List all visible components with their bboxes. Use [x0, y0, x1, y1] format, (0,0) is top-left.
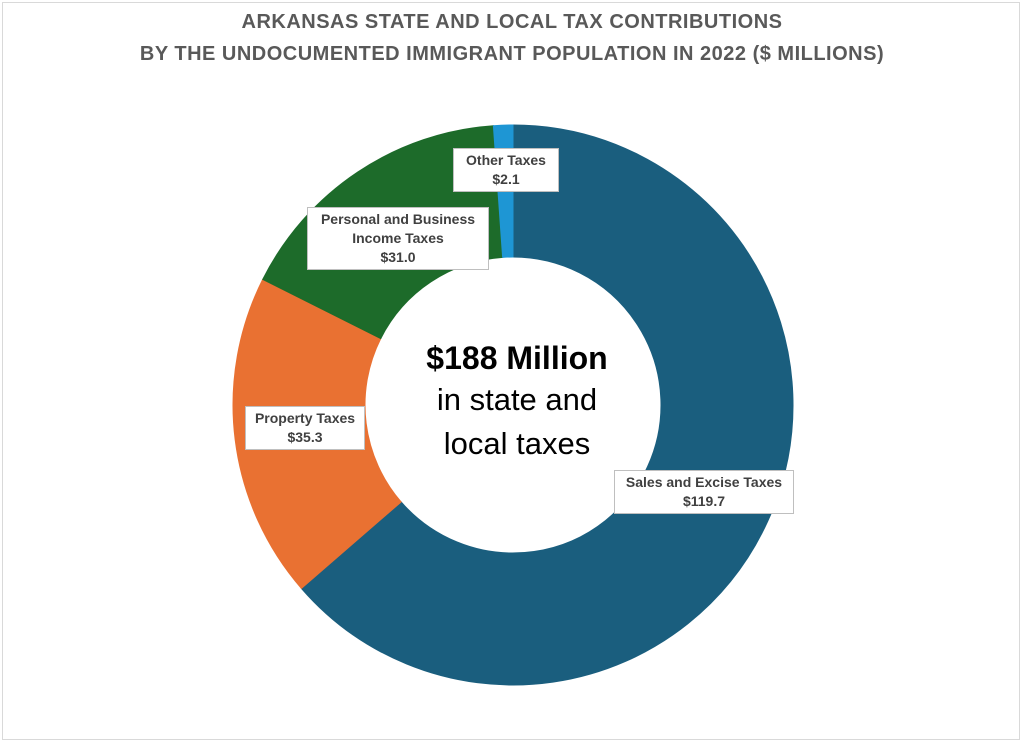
data-label-other-taxes-name: Other Taxes — [466, 152, 546, 168]
data-label-sales-taxes-value: $119.7 — [682, 493, 726, 509]
data-label-other-taxes-value: $2.1 — [492, 171, 520, 187]
data-label-income-taxes-name-2: Income Taxes — [352, 230, 444, 246]
donut-slice-sales-and-excise-taxes — [300, 124, 794, 686]
center-headline: $188 Million — [426, 340, 608, 376]
center-line-2: in state and — [436, 382, 598, 417]
center-total: $188 Million in state and local taxes — [412, 338, 622, 466]
data-label-property-taxes-name: Property Taxes — [254, 410, 356, 426]
data-label-sales-taxes: Sales and Excise Taxes $119.7 — [614, 470, 794, 514]
data-label-sales-taxes-name: Sales and Excise Taxes — [625, 474, 783, 490]
data-label-income-taxes-name-1: Personal and Business — [320, 211, 476, 227]
data-label-income-taxes-value: $31.0 — [380, 249, 416, 265]
center-line-3: local taxes — [443, 426, 591, 461]
data-label-income-taxes: Personal and Business Income Taxes $31.0 — [307, 207, 489, 270]
data-label-other-taxes: Other Taxes $2.1 — [453, 148, 559, 192]
data-label-property-taxes-value: $35.3 — [287, 429, 323, 445]
data-label-property-taxes: Property Taxes $35.3 — [245, 406, 365, 450]
chart-title-line-2: BY THE UNDOCUMENTED IMMIGRANT POPULATION… — [139, 43, 885, 65]
chart-title-line-1: ARKANSAS STATE AND LOCAL TAX CONTRIBUTIO… — [241, 11, 783, 33]
